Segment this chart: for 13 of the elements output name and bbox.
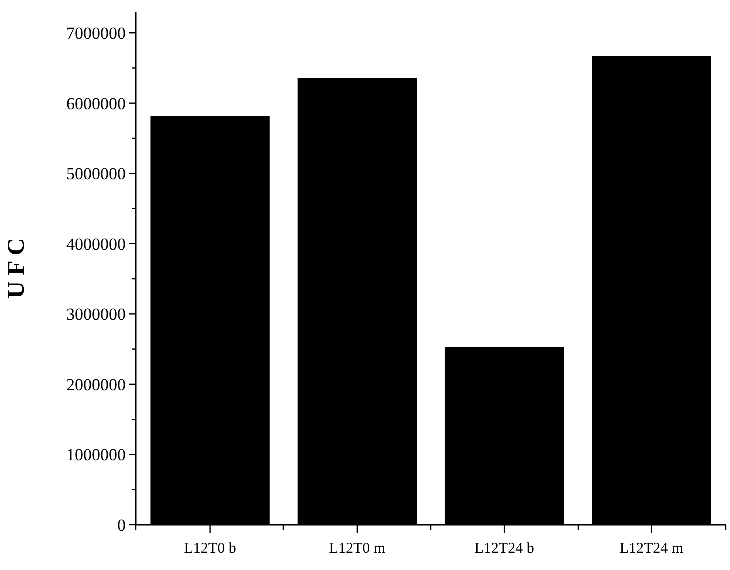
y-axis-title: U F C [4,238,30,299]
x-tick-label: L12T0 b [184,541,236,557]
y-tick-label: 6000000 [66,94,126,114]
x-tick-label: L12T0 m [329,541,386,557]
x-tick-label: L12T24 b [474,541,534,557]
y-tick-label: 5000000 [66,164,126,184]
x-tick-label: L12T24 m [620,541,684,557]
y-tick-label: 2000000 [66,375,126,394]
y-tick-label: 1000000 [66,446,126,465]
y-tick-label: 4000000 [66,234,126,254]
y-tick-label: 3000000 [66,305,126,324]
y-tick-label: 7000000 [66,24,126,44]
y-tick-label: 0 [118,516,126,535]
